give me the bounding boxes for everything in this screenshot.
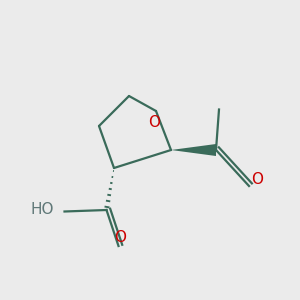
Text: O: O [251, 172, 263, 187]
Text: HO: HO [31, 202, 54, 217]
Polygon shape [171, 144, 216, 156]
Text: O: O [114, 230, 126, 245]
Text: O: O [148, 115, 160, 130]
